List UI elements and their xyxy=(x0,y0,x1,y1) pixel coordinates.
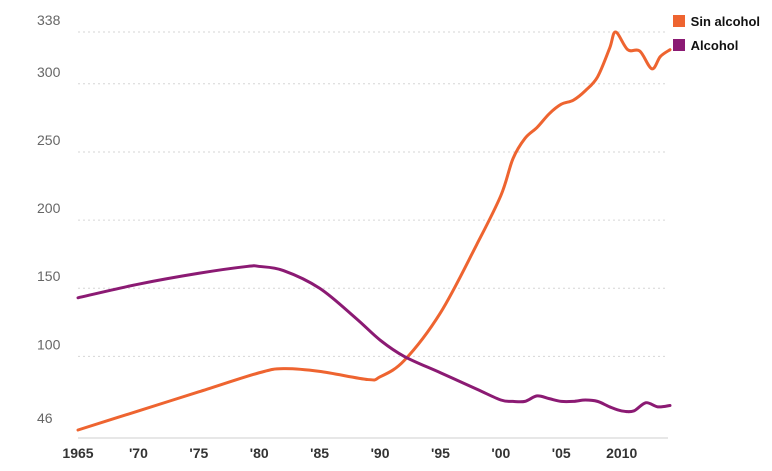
y-tick-label: 150 xyxy=(37,268,61,284)
legend-item-sin-alcohol: Sin alcohol xyxy=(672,12,760,30)
x-axis-ticks: 1965 '70 '75 '80 '85 '90 '95 '00 '05 2010 xyxy=(62,445,637,461)
x-tick-label: '05 xyxy=(552,445,571,461)
legend-swatch-alcohol xyxy=(672,39,685,51)
y-tick-label: 300 xyxy=(37,64,61,80)
y-tick-label: 200 xyxy=(37,200,61,216)
legend-item-alcohol: Alcohol xyxy=(672,36,760,54)
x-tick-label: 1965 xyxy=(62,445,93,461)
x-tick-label: '85 xyxy=(310,445,329,461)
x-tick-label: '00 xyxy=(491,445,510,461)
grid-lines xyxy=(78,31,668,439)
legend-swatch-sin-alcohol xyxy=(672,15,685,27)
x-tick-label: '80 xyxy=(250,445,269,461)
x-tick-label: '70 xyxy=(129,445,148,461)
legend-label-sin-alcohol: Sin alcohol xyxy=(690,13,760,29)
x-tick-label: '75 xyxy=(189,445,208,461)
x-tick-label: '90 xyxy=(371,445,390,461)
x-tick-label: 2010 xyxy=(606,445,637,461)
x-tick-label: '95 xyxy=(431,445,450,461)
y-axis-ticks: 46 100 150 200 250 300 338 xyxy=(37,12,61,426)
y-tick-label: 100 xyxy=(37,336,61,352)
y-tick-label: 338 xyxy=(37,12,61,28)
series-line-alcohol xyxy=(76,264,672,414)
y-tick-label: 46 xyxy=(37,410,53,426)
series-lines xyxy=(76,30,672,432)
series-line-sin-alcohol xyxy=(76,30,672,432)
legend: Sin alcohol Alcohol xyxy=(672,12,760,60)
y-tick-label: 250 xyxy=(37,132,61,148)
legend-label-alcohol: Alcohol xyxy=(690,37,739,53)
